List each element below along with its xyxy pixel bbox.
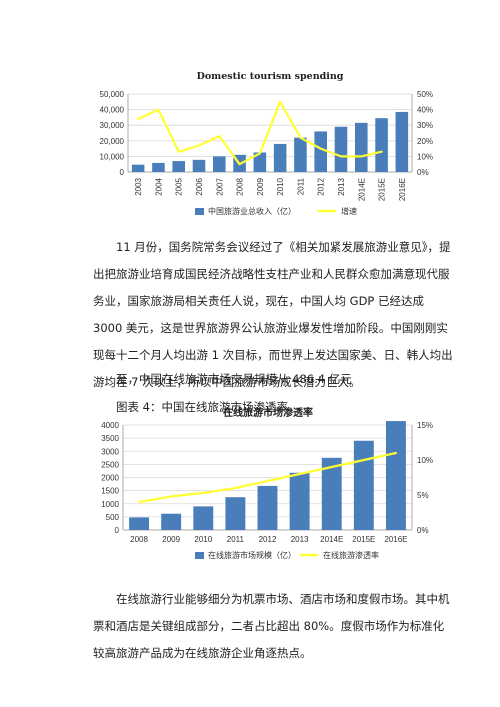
y2-tick-label: 10% bbox=[417, 456, 433, 465]
x-tick-label: 2004 bbox=[154, 177, 163, 195]
y2-tick-label: 20% bbox=[417, 137, 433, 146]
y-tick-label: 10,000 bbox=[100, 152, 125, 161]
bar bbox=[273, 143, 287, 172]
figure-caption: 图表 4：中国在线旅游市场渗透率 bbox=[93, 394, 453, 421]
paragraph-2-text: 至，中国在线旅游市场交易规模从 486.4 亿元 bbox=[116, 372, 352, 386]
x-tick-label: 2005 bbox=[175, 177, 184, 195]
y-tick-label: 0 bbox=[115, 526, 120, 535]
x-tick-label: 2015E bbox=[352, 535, 375, 544]
series-line bbox=[138, 451, 397, 504]
y2-tick-label: 40% bbox=[417, 106, 433, 115]
y-tick-label: 20,000 bbox=[100, 137, 125, 146]
bar bbox=[253, 152, 267, 172]
x-tick-label: 2016E bbox=[398, 178, 407, 201]
bar bbox=[161, 513, 182, 530]
y-tick-label: 3500 bbox=[101, 434, 119, 443]
bar bbox=[172, 161, 186, 172]
bar bbox=[193, 506, 214, 530]
x-tick-label: 2014E bbox=[357, 178, 366, 201]
y-tick-label: 50,000 bbox=[100, 90, 125, 99]
x-tick-label: 2008 bbox=[130, 535, 148, 544]
bar bbox=[395, 111, 409, 172]
x-tick-label: 2009 bbox=[162, 535, 180, 544]
legend-line-label: 增速 bbox=[341, 206, 357, 216]
x-tick-label: 2014E bbox=[320, 535, 343, 544]
bar bbox=[257, 485, 278, 530]
legend-bar-label: 中国旅游业总收入（亿） bbox=[208, 206, 296, 216]
x-tick-label: 2011 bbox=[227, 535, 245, 544]
y2-tick-label: 0% bbox=[417, 168, 429, 177]
bar bbox=[375, 118, 388, 172]
y2-tick-label: 15% bbox=[417, 421, 433, 430]
legend-bar-swatch bbox=[195, 552, 204, 559]
bar bbox=[212, 156, 226, 172]
bar bbox=[129, 517, 150, 530]
bar bbox=[289, 472, 310, 530]
bar bbox=[314, 131, 328, 172]
bar bbox=[385, 421, 406, 530]
y-tick-label: 2500 bbox=[101, 460, 119, 469]
figure-caption-text: 图表 4：中国在线旅游市场渗透率 bbox=[116, 400, 288, 414]
paragraph-3-text: 在线旅游行业能够细分为机票市场、酒店市场和度假市场。其中机票和酒店是关键组成部分… bbox=[93, 592, 450, 660]
bar bbox=[321, 457, 342, 530]
chart-2-svg: 0 500 1000 1500 2000 2500 3000 3500 4000 0% 5% 10% 1… bbox=[101, 421, 433, 560]
paragraph-2: 至，中国在线旅游市场交易规模从 486.4 亿元 bbox=[93, 366, 453, 393]
paragraph-1-text: 11 月份，国务院常务会议经过了《相关加紧发展旅游业意见》，提出把旅游业培育成国… bbox=[93, 240, 453, 389]
chart-1-svg: Domestic tourism spending 0 10,000 20,000 30… bbox=[100, 71, 433, 216]
y2-tick-label: 5% bbox=[417, 491, 429, 500]
x-tick-label: 2015E bbox=[378, 178, 387, 201]
x-tick-label: 2012 bbox=[317, 177, 326, 195]
bar bbox=[294, 137, 307, 172]
x-tick-label: 2010 bbox=[194, 535, 212, 544]
bar bbox=[131, 164, 145, 172]
y-tick-label: 30,000 bbox=[100, 121, 125, 130]
bar bbox=[354, 122, 368, 172]
y2-tick-label: 30% bbox=[417, 121, 433, 130]
legend-line-label: 在线旅游渗透率 bbox=[323, 550, 379, 560]
y-tick-label: 1000 bbox=[101, 500, 119, 509]
bar bbox=[192, 159, 206, 172]
x-tick-label: 2011 bbox=[296, 177, 305, 195]
y2-tick-label: 50% bbox=[417, 90, 433, 99]
y-tick-label: 1500 bbox=[101, 487, 119, 496]
x-tick-label: 2016E bbox=[384, 535, 407, 544]
y-tick-label: 500 bbox=[106, 513, 120, 522]
legend-bar-swatch bbox=[195, 208, 204, 215]
x-tick-label: 2006 bbox=[195, 177, 204, 195]
x-tick-label: 2007 bbox=[215, 177, 224, 195]
domestic-tourism-chart: Domestic tourism spending 0 10,000 20,000 30… bbox=[0, 62, 500, 232]
y-tick-label: 40,000 bbox=[100, 106, 125, 115]
series-line bbox=[137, 100, 383, 166]
x-tick-label: 2012 bbox=[259, 535, 277, 544]
bar bbox=[334, 126, 348, 172]
y-tick-label: 2000 bbox=[101, 474, 119, 483]
x-tick-label: 2013 bbox=[291, 535, 309, 544]
y2-tick-label: 10% bbox=[417, 152, 433, 161]
bar bbox=[225, 497, 246, 530]
chart-2-title-visible: 在线旅游市场渗透率 bbox=[223, 408, 313, 419]
online-tourism-chart: 0 500 1000 1500 2000 2500 3000 3500 4000 0% 5% 10% 1… bbox=[0, 418, 500, 583]
y-tick-label: 3000 bbox=[101, 447, 119, 456]
bar bbox=[152, 162, 165, 172]
x-tick-label: 2008 bbox=[236, 177, 245, 195]
paragraph-3: 在线旅游行业能够细分为机票市场、酒店市场和度假市场。其中机票和酒店是关键组成部分… bbox=[93, 586, 453, 667]
x-tick-label: 2013 bbox=[337, 177, 346, 195]
y2-tick-label: 0% bbox=[417, 526, 429, 535]
chart-title: Domestic tourism spending bbox=[197, 71, 344, 82]
paragraph-1: 11 月份，国务院常务会议经过了《相关加紧发展旅游业意见》，提出把旅游业培育成国… bbox=[93, 234, 453, 396]
bar bbox=[353, 440, 374, 530]
x-tick-label: 2009 bbox=[256, 177, 265, 195]
x-tick-label: 2010 bbox=[276, 177, 285, 195]
legend-bar-label: 在线旅游市场规模（亿） bbox=[208, 550, 296, 560]
x-tick-label: 2003 bbox=[134, 177, 143, 195]
y-tick-label: 4000 bbox=[101, 421, 119, 430]
y-tick-label: 0 bbox=[120, 168, 125, 177]
